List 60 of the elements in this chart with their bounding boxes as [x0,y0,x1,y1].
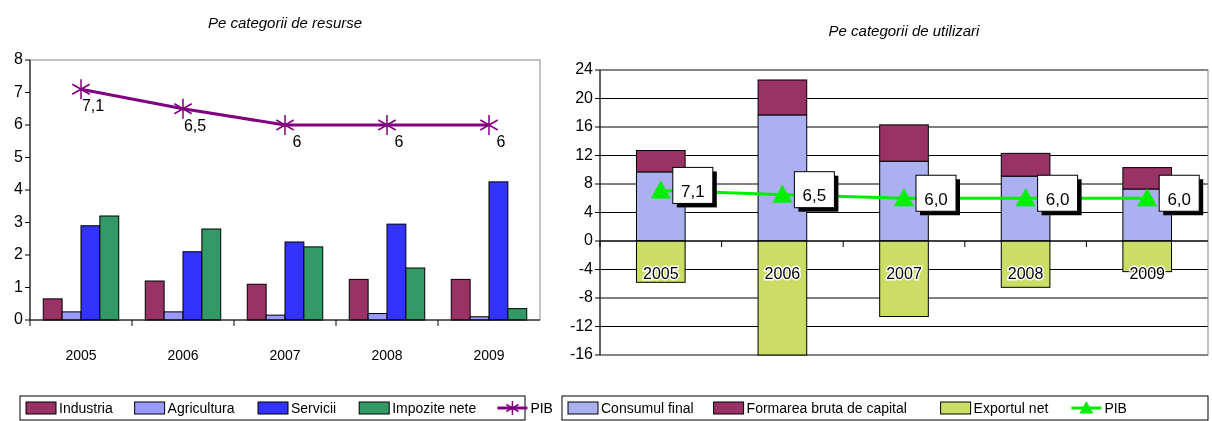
point [1137,188,1158,207]
x-tick-label: 2009 [473,347,505,363]
data-label: 6 [496,133,506,150]
point [377,114,397,136]
point [173,98,193,120]
x-tick-label: 2005 [65,347,97,363]
chart-title: Pe categorii de resurse [207,14,363,31]
y-tick-label: 8 [584,174,594,192]
y-tick-label: 8 [14,50,24,68]
x-tick-label: 2005 [643,265,679,282]
y-tick-label: 24 [575,60,594,78]
x-tick-label: 2007 [269,347,301,363]
y-tick-label: 7 [14,82,24,100]
x-tick-label: 2008 [1007,265,1044,282]
x-tick-label: 2006 [764,265,801,282]
point [650,180,671,199]
y-tick-label: 4 [584,202,594,220]
legend-label: Agricultura [167,400,235,416]
point [1015,188,1036,207]
y-tick-label: 3 [14,212,24,230]
y-tick-label: 5 [14,147,24,165]
y-tick-label: -8 [578,288,594,306]
data-label: 6,5 [802,186,827,206]
y-tick-label: 4 [14,180,24,198]
data-label: 6,0 [1167,189,1192,209]
y-tick-label: 6 [14,115,24,133]
point [894,188,914,207]
data-label: 6 [292,133,302,150]
y-tick-label: -4 [578,259,594,277]
legend-label: Servicii [291,400,337,416]
y-tick-label: -16 [569,345,594,363]
point [772,184,793,203]
x-tick-label: 2007 [886,265,922,282]
point [71,78,91,100]
y-tick-label: -12 [569,316,594,334]
y-tick-label: 0 [14,310,24,328]
y-tick-label: 20 [575,88,594,106]
x-tick-label: 2008 [371,347,403,363]
y-tick-label: 12 [575,145,594,163]
x-tick-label: 2006 [167,347,199,363]
data-label: 7,1 [680,181,705,201]
legend-label: PIB [1104,400,1127,416]
y-tick-label: 16 [575,117,594,135]
legend-label: Impozite nete [392,400,477,416]
legend-label: Industria [59,400,113,416]
chart-title: Pe categorii de utilizari [828,22,981,39]
y-tick-label: 1 [14,277,24,295]
data-label: 6,5 [183,116,207,134]
legend-label: Exportul net [973,400,1049,416]
legend-label: Formarea bruta de capital [746,400,907,416]
legend-label: Consumul final [601,400,694,416]
point [275,114,295,136]
data-label: 6 [394,133,404,150]
legend-label: PIB [530,400,553,416]
data-label: 7,1 [81,97,105,115]
y-tick-label: 0 [584,231,594,249]
data-label: 6,0 [924,189,948,209]
data-label: 6,0 [1045,189,1070,209]
y-tick-label: 2 [14,245,24,263]
point [479,114,499,136]
